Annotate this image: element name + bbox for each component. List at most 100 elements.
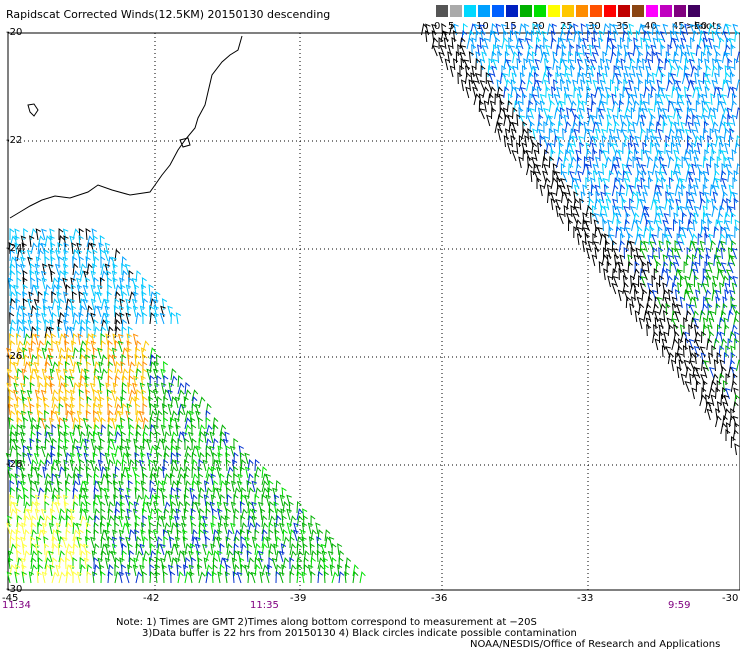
wind-barb <box>135 368 142 381</box>
wind-barb <box>93 361 100 374</box>
wind-barb <box>667 352 674 365</box>
wind-barb <box>6 368 13 381</box>
wind-barb <box>670 359 677 372</box>
wind-barb <box>29 235 35 248</box>
wind-barb <box>598 65 604 78</box>
wind-barb <box>268 529 274 542</box>
wind-barb <box>205 451 211 465</box>
wind-barb <box>107 326 114 339</box>
wind-barb <box>607 142 613 155</box>
wind-barb <box>83 452 90 465</box>
wind-barb <box>281 487 287 500</box>
wind-barb <box>83 543 89 556</box>
wind-barb <box>552 58 559 71</box>
wind-barb <box>142 557 148 569</box>
wind-barb <box>16 409 22 423</box>
wind-barb <box>44 319 50 332</box>
wind-barb <box>106 522 112 535</box>
wind-barb <box>603 23 610 36</box>
wind-barb <box>114 249 121 262</box>
wind-barb <box>652 255 659 267</box>
wind-barb <box>44 382 51 395</box>
wind-barb <box>212 480 219 493</box>
wind-barb <box>728 184 734 197</box>
wind-barb <box>182 564 189 577</box>
wind-barb <box>155 354 161 367</box>
wind-barb <box>699 198 706 211</box>
wind-barb <box>561 171 568 183</box>
wind-barb <box>90 536 96 549</box>
wind-barb <box>572 213 579 225</box>
wind-barb <box>676 233 682 246</box>
wind-barb <box>674 289 681 302</box>
wind-barb <box>86 361 92 374</box>
wind-barb <box>577 52 584 64</box>
wind-barb <box>590 114 597 127</box>
wind-barb <box>641 170 647 183</box>
wind-barb <box>20 410 27 423</box>
wind-barb <box>701 386 707 400</box>
wind-barb <box>33 452 40 465</box>
wind-barb <box>586 107 593 120</box>
wind-barb <box>64 361 70 374</box>
wind-barb <box>177 410 184 423</box>
wind-barb <box>51 291 57 304</box>
wind-barb <box>86 326 92 339</box>
wind-barb <box>28 347 34 360</box>
wind-barb <box>184 459 189 472</box>
wind-barb <box>658 247 664 260</box>
wind-barb <box>135 312 142 325</box>
wind-barb <box>719 100 726 113</box>
wind-barb <box>93 374 99 388</box>
wind-barb <box>522 93 527 106</box>
wind-barb <box>112 263 118 276</box>
wind-barb <box>324 529 331 542</box>
wind-barb <box>648 121 655 134</box>
wind-barb <box>69 431 75 444</box>
wind-barb <box>317 570 323 584</box>
wind-barb <box>148 396 154 409</box>
wind-barb <box>519 23 526 36</box>
wind-barb <box>720 247 726 260</box>
wind-barb <box>673 324 679 337</box>
wind-barb <box>216 459 222 472</box>
wind-barb <box>121 549 127 563</box>
wind-barb <box>12 501 19 514</box>
wind-barb <box>685 290 692 302</box>
wind-barb <box>543 177 551 190</box>
wind-barb <box>30 242 38 255</box>
wind-barb <box>679 233 686 246</box>
wind-barb <box>72 557 78 569</box>
wind-barb <box>170 571 176 584</box>
wind-barb <box>499 100 505 113</box>
wind-barb <box>646 324 652 337</box>
wind-barb <box>58 361 63 374</box>
wind-barb <box>545 85 551 99</box>
wind-barb <box>176 564 182 577</box>
wind-barb <box>124 494 131 507</box>
legend-swatch <box>450 5 462 17</box>
wind-barb <box>100 466 107 479</box>
wind-barb <box>725 429 731 441</box>
wind-barb <box>575 163 582 176</box>
wind-barb <box>694 72 700 85</box>
wind-barb <box>85 550 91 563</box>
wind-barb <box>722 51 729 64</box>
wind-barb <box>734 29 740 43</box>
wind-barb <box>72 521 78 535</box>
wind-barb <box>629 135 635 148</box>
legend-label: 40 <box>644 21 657 32</box>
wind-barb <box>632 156 638 169</box>
wind-barb <box>652 246 658 260</box>
wind-barb <box>107 444 114 458</box>
wind-barb <box>630 247 636 260</box>
wind-barb <box>247 515 254 528</box>
wind-barb <box>163 361 168 374</box>
wind-barb <box>132 333 139 346</box>
wind-barb <box>568 219 573 232</box>
wind-barb <box>149 402 155 416</box>
map-title: Rapidscat Corrected Winds(12.5KM) 201501… <box>6 8 331 21</box>
wind-barb <box>58 298 65 311</box>
wind-barb <box>655 205 661 218</box>
wind-barb <box>496 44 503 57</box>
